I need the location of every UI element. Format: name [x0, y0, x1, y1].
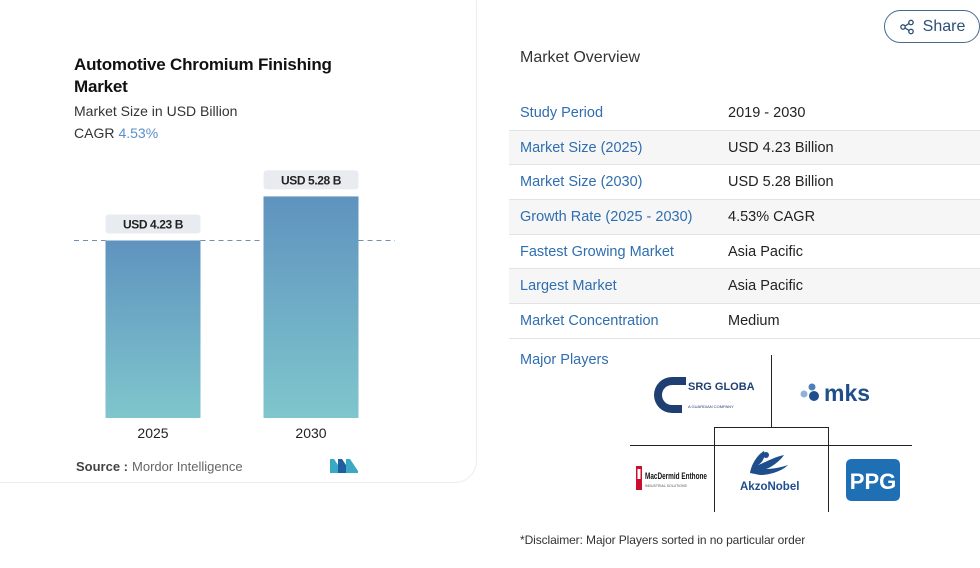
overview-value: Medium — [728, 312, 780, 329]
overview-value: USD 4.23 Billion — [728, 139, 834, 156]
chart-title: Automotive Chromium Finishing Market — [74, 55, 332, 96]
overview-value: 4.53% CAGR — [728, 208, 816, 225]
overview-row: Market Concentration Medium — [509, 304, 980, 339]
bar — [105, 240, 201, 418]
logo-divider — [714, 427, 829, 428]
cagr-value: 4.53% — [118, 125, 159, 141]
overview-key: Market Size (2025) — [520, 139, 643, 156]
macdermid-text: MacDermid Enthone — [645, 471, 707, 481]
akzonobel-logo: AkzoNobel — [740, 451, 799, 493]
overview-key: Market Concentration — [520, 312, 659, 329]
macdermid-enthone-logo: MacDermid Enthone INDUSTRIAL SOLUTIONS — [636, 466, 707, 490]
logo-divider — [771, 355, 772, 427]
overview-value: Asia Pacific — [728, 278, 803, 295]
data-label-bg — [105, 214, 201, 234]
overview-row: Market Size (2030) USD 5.28 Billion — [509, 165, 980, 201]
data-label-bg — [263, 170, 359, 190]
mordor-logo-icon — [330, 459, 358, 473]
srg-text: SRG GLOBAL — [688, 381, 754, 393]
macdermid-sub: INDUSTRIAL SOLUTIONS — [645, 484, 688, 488]
source-value: Mordor Intelligence — [132, 459, 243, 474]
overview-row: Largest Market Asia Pacific — [509, 269, 980, 305]
overview-key: Growth Rate (2025 - 2030) — [520, 208, 693, 225]
chart-card — [0, 0, 477, 483]
ppg-logo: PPG — [846, 459, 900, 501]
akzonobel-text: AkzoNobel — [740, 481, 799, 493]
mks-logo: mks — [800, 380, 870, 405]
share-icon — [899, 19, 914, 34]
logo-divider — [828, 427, 829, 512]
major-players-logos: SRG GLOBAL A GUARDIAN COMPANY mks MacDer… — [630, 355, 912, 512]
bar — [263, 196, 359, 418]
overview-key: Largest Market — [520, 278, 617, 295]
srg-global-logo: SRG GLOBAL A GUARDIAN COMPANY — [654, 377, 754, 413]
srg-sub: A GUARDIAN COMPANY — [688, 404, 734, 409]
share-button[interactable]: Share — [884, 10, 980, 43]
overview-value: Asia Pacific — [728, 243, 803, 260]
cagr-label: CAGR — [74, 125, 115, 141]
overview-table: Study Period 2019 - 2030 Market Size (202… — [509, 96, 980, 339]
x-tick-label: 2030 — [295, 425, 326, 441]
share-label: Share — [922, 17, 966, 35]
overview-row: Market Size (2025) USD 4.23 Billion — [509, 130, 980, 166]
logo-divider — [630, 445, 912, 446]
overview-value: USD 5.28 Billion — [728, 174, 834, 191]
x-tick-label: 2025 — [137, 425, 168, 441]
overview-value: 2019 - 2030 — [728, 104, 806, 121]
overview-row: Growth Rate (2025 - 2030) 4.53% CAGR — [509, 200, 980, 235]
data-label: USD 4.23 B — [123, 217, 184, 231]
logo-divider — [714, 427, 715, 512]
source-line: Source : Mordor Intelligence — [76, 459, 243, 474]
overview-row: Study Period 2019 - 2030 — [509, 96, 980, 131]
overview-key: Study Period — [520, 104, 604, 121]
overview-row: Fastest Growing Market Asia Pacific — [509, 235, 980, 270]
source-label: Source : — [76, 459, 129, 474]
overview-title: Market Overview — [520, 49, 641, 66]
cagr-line: CAGR 4.53% — [74, 125, 158, 141]
chart-subtitle: Market Size in USD Billion — [74, 103, 238, 119]
disclaimer: *Disclaimer: Major Players sorted in no … — [520, 533, 806, 547]
data-label: USD 5.28 B — [281, 173, 342, 187]
mks-text: mks — [824, 380, 870, 405]
ppg-text: PPG — [850, 469, 896, 494]
overview-key: Fastest Growing Market — [520, 243, 674, 260]
major-players-label: Major Players — [520, 352, 609, 368]
overview-key: Market Size (2030) — [520, 174, 643, 191]
bar-chart: USD 4.23 B 2025 USD 5.28 B 2030 — [74, 170, 395, 441]
